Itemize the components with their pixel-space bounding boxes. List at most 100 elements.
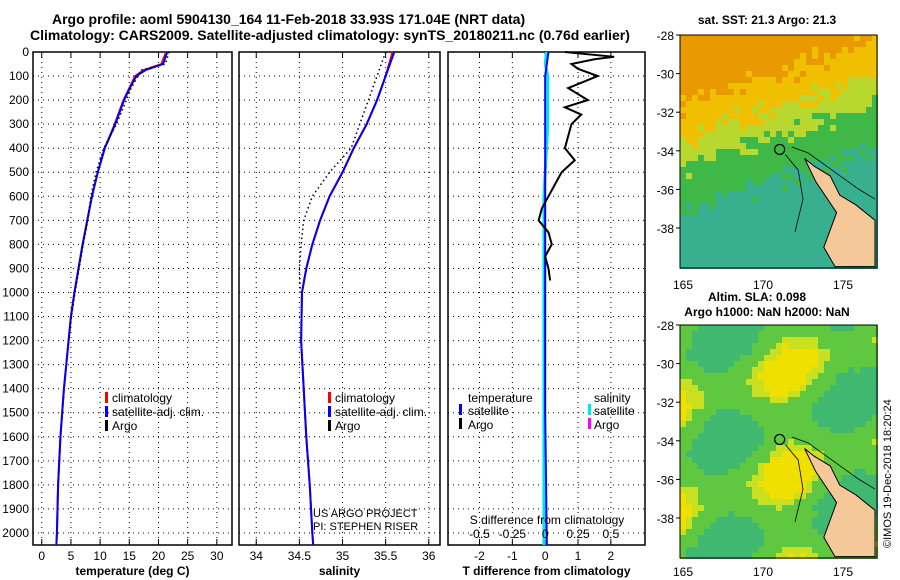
map-cell [776, 541, 782, 547]
map-cell [800, 511, 806, 517]
map-cell [830, 95, 836, 101]
map-cell [686, 71, 692, 77]
map-cell [866, 331, 872, 337]
map-cell [776, 397, 782, 403]
map-cell [698, 245, 704, 251]
map-cell [704, 227, 710, 233]
map-cell [830, 325, 836, 331]
y-tick-label: 1600 [2, 430, 29, 444]
map-cell [692, 113, 698, 119]
map-cell [704, 215, 710, 221]
map-cell [740, 535, 746, 541]
map-cell [776, 185, 782, 191]
map-cell [866, 343, 872, 349]
map-cell [686, 487, 692, 493]
map-cell [680, 439, 686, 445]
map-cell [818, 35, 824, 41]
map-cell [686, 493, 692, 499]
map-cell [758, 331, 764, 337]
map-cell [800, 457, 806, 463]
map-cell [812, 505, 818, 511]
map-cell [680, 263, 686, 269]
map-cell [800, 53, 806, 59]
map-cell [758, 71, 764, 77]
map-cell [800, 215, 806, 221]
map-cell [848, 409, 854, 415]
map-cell [806, 179, 812, 185]
map-cell [788, 373, 794, 379]
map-cell [776, 481, 782, 487]
map-cell [746, 445, 752, 451]
map-cell [866, 439, 872, 445]
map-cell [860, 475, 866, 481]
map-cell [800, 475, 806, 481]
map-cell [824, 487, 830, 493]
map-cell [740, 53, 746, 59]
map-cell [692, 355, 698, 361]
map-cell [728, 125, 734, 131]
map-cell [788, 71, 794, 77]
map-cell [764, 457, 770, 463]
map-cell [686, 239, 692, 245]
map-cell [854, 367, 860, 373]
map-cell [866, 95, 872, 101]
map-cell [824, 149, 830, 155]
map-cell [698, 227, 704, 233]
map-cell [794, 41, 800, 47]
map-cell [698, 355, 704, 361]
map-cell [806, 499, 812, 505]
map-cell [800, 523, 806, 529]
map-cell [728, 523, 734, 529]
map-cell [854, 53, 860, 59]
map-cell [746, 499, 752, 505]
map-cell [812, 89, 818, 95]
map-cell [758, 59, 764, 65]
map-cell [776, 137, 782, 143]
map-cell [824, 233, 830, 239]
map-cell [788, 107, 794, 113]
map-cell [716, 511, 722, 517]
map-cell [836, 367, 842, 373]
map-cell [770, 355, 776, 361]
map-cell [758, 451, 764, 457]
map-cell [872, 403, 878, 409]
map-cell [680, 457, 686, 463]
map-cell [794, 191, 800, 197]
map-cell [746, 233, 752, 239]
map-cell [752, 433, 758, 439]
map-cell [806, 59, 812, 65]
map-cell [752, 125, 758, 131]
map-cell [716, 445, 722, 451]
map-cell [680, 325, 686, 331]
map-cell [806, 379, 812, 385]
map-cell [794, 529, 800, 535]
map-cell [872, 457, 878, 463]
map-cell [824, 155, 830, 161]
map-cell [728, 137, 734, 143]
map-cell [848, 197, 854, 203]
map-cell [722, 541, 728, 547]
map-cell [800, 221, 806, 227]
map-cell [836, 403, 842, 409]
map-cell [824, 451, 830, 457]
map-cell [704, 505, 710, 511]
map-cell [722, 343, 728, 349]
map-cell [866, 391, 872, 397]
map-cell [740, 173, 746, 179]
map-cell [704, 203, 710, 209]
map-cell [812, 403, 818, 409]
map-cell [782, 47, 788, 53]
map-cell [746, 83, 752, 89]
map-cell [704, 101, 710, 107]
map-cell [788, 547, 794, 553]
map-cell [770, 325, 776, 331]
map-cell [752, 547, 758, 553]
map-cell [686, 143, 692, 149]
map-cell [710, 95, 716, 101]
map-cell [866, 47, 872, 53]
map-cell [746, 179, 752, 185]
map-cell [764, 149, 770, 155]
map-cell [680, 59, 686, 65]
map-cell [806, 101, 812, 107]
